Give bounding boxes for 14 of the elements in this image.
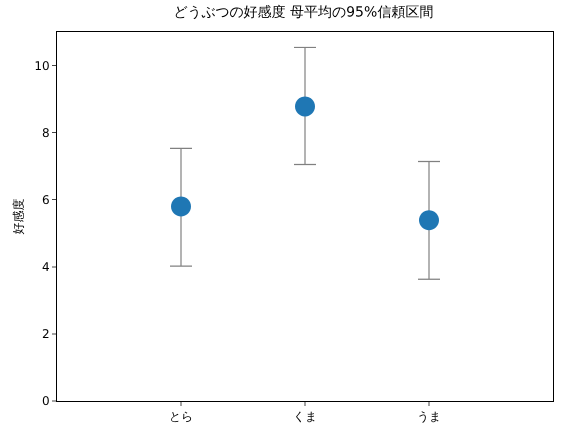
chart-title: どうぶつの好感度 母平均の95%信頼区間 xyxy=(174,4,434,20)
y-tick-label: 0 xyxy=(42,394,50,408)
y-tick-label: 4 xyxy=(42,260,50,274)
point xyxy=(171,196,191,216)
x-tick-label: とら xyxy=(169,409,193,424)
point xyxy=(419,210,439,230)
point xyxy=(295,96,315,116)
y-axis-title: 好感度 xyxy=(12,198,26,234)
x-tick-label: うま xyxy=(417,409,441,424)
y-tick-label: 8 xyxy=(42,126,50,140)
y-tick-label: 6 xyxy=(42,192,50,207)
y-tick-label: 10 xyxy=(34,58,50,73)
x-tick-label: くま xyxy=(293,409,317,424)
y-tick-label: 2 xyxy=(42,327,50,342)
